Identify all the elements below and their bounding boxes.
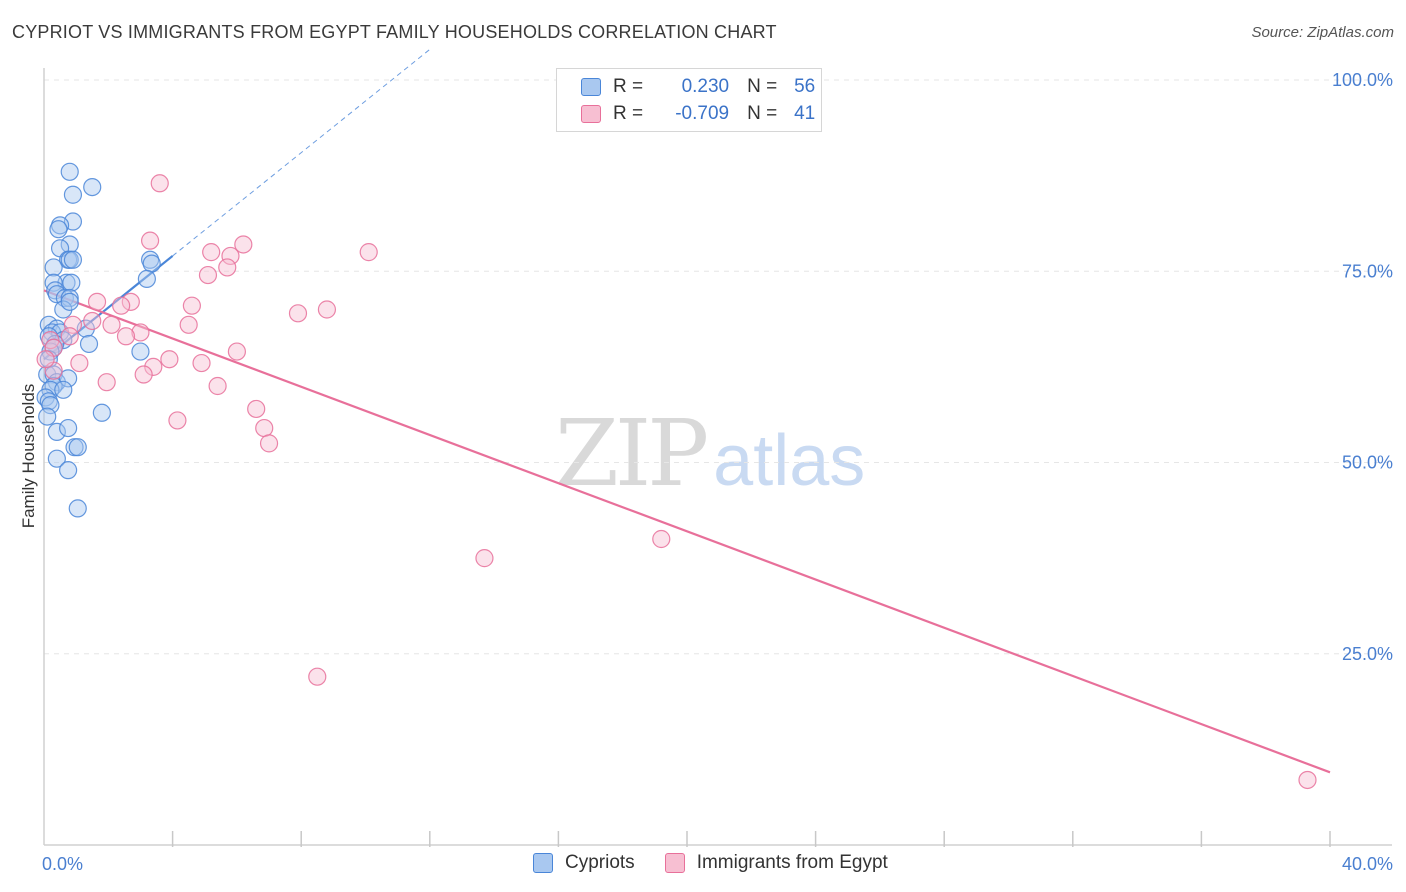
cypriots-point [143,255,160,272]
legend-n-label: N = [747,76,777,98]
trend-lines [44,49,1330,772]
egypt-point [180,316,197,333]
egypt-point [117,328,134,345]
cypriots-point [69,500,86,517]
x-tick-label: 40.0% [1342,854,1393,874]
egypt-point [289,305,306,322]
egypt-point [89,293,106,310]
egypt-point [98,374,115,391]
egypt-point [248,400,265,417]
egypt-point [113,297,130,314]
stats-legend: R = 0.230 N = 56 R = -0.709 N = 41 [556,68,822,132]
cypriots-point [55,381,72,398]
cypriots-point [61,163,78,180]
egypt-point [61,328,78,345]
legend-swatch-egypt [665,853,685,873]
egypt-point [653,531,670,548]
egypt-point [219,259,236,276]
egypt-point [476,550,493,567]
cypriots-point [60,420,77,437]
legend-label-egypt: Immigrants from Egypt [697,852,888,874]
y-tick-label: 25.0% [1342,644,1393,664]
egypt-point [261,435,278,452]
cypriots-point [50,221,67,238]
legend-item-cypriots[interactable]: Cypriots [533,852,635,874]
legend-n-value: 41 [787,103,815,125]
egypt-point [37,351,54,368]
cypriots-point [64,251,81,268]
egypt-point [151,175,168,192]
egypt-point [256,420,273,437]
legend-r-label: R = [613,103,643,125]
egypt-point [142,232,159,249]
legend-n-value: 56 [787,76,815,98]
egypt-point [84,312,101,329]
cypriots-point [60,462,77,479]
cypriots-point [81,335,98,352]
egypt-point [135,366,152,383]
egypt-point [71,355,88,372]
legend-swatch-cypriots [533,853,553,873]
legend-r-value: 0.230 [649,76,729,98]
y-tick-label: 100.0% [1332,70,1393,90]
tick-labels: 100.0% 75.0% 50.0% 25.0% 0.0% 40.0% [42,70,1393,874]
series-legend: Cypriots Immigrants from Egypt [533,852,918,874]
cypriots-trend-extension [173,49,430,256]
legend-label-cypriots: Cypriots [565,852,635,874]
legend-swatch-cypriots [581,78,601,96]
egypt-point [318,301,335,318]
cypriots-point [63,274,80,291]
cypriots-point [93,404,110,421]
egypt-point [199,267,216,284]
egypt-point [203,244,220,261]
egypt-point [360,244,377,261]
y-tick-label: 75.0% [1342,261,1393,281]
egypt-point [209,378,226,395]
y-tick-label: 50.0% [1342,453,1393,473]
legend-item-egypt[interactable]: Immigrants from Egypt [665,852,888,874]
scatter-plot: 100.0% 75.0% 50.0% 25.0% 0.0% 40.0% [0,0,1406,892]
cypriots-point [138,270,155,287]
egypt-point [309,668,326,685]
egypt-point [193,355,210,372]
legend-r-label: R = [613,76,643,98]
x-tick-label: 0.0% [42,854,83,874]
egypt-point [228,343,245,360]
cypriots-point [39,408,56,425]
egypt-point [103,316,120,333]
egypt-trend-line [44,290,1330,772]
egypt-point [169,412,186,429]
egypt-point [1299,771,1316,788]
cypriots-point [84,179,101,196]
legend-n-label: N = [747,103,777,125]
egypt-point [161,351,178,368]
egypt-point [183,297,200,314]
legend-row-cypriots: R = 0.230 N = 56 [581,74,815,100]
cypriots-point [64,186,81,203]
legend-r-value: -0.709 [649,103,729,125]
axes [44,68,1392,847]
cypriots-point [45,259,62,276]
legend-swatch-egypt [581,105,601,123]
cypriots-point [69,439,86,456]
cypriots-point [61,293,78,310]
legend-row-egypt: R = -0.709 N = 41 [581,101,815,127]
cypriots-point [132,343,149,360]
